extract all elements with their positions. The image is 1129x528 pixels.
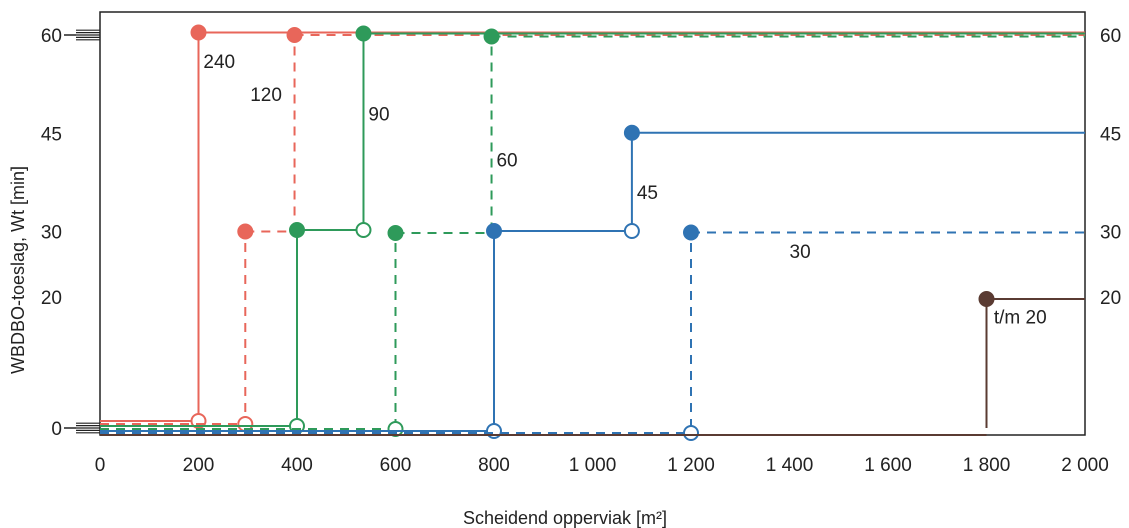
x-tick-label: 400 (281, 455, 313, 476)
y-tick-label-right: 45 (1100, 124, 1121, 145)
y-tick-label-left: 45 (41, 124, 62, 145)
data-point (286, 27, 303, 43)
series-label: 240 (203, 52, 235, 73)
data-point (237, 223, 254, 240)
data-point (623, 223, 640, 239)
series-label: 30 (790, 242, 811, 263)
data-point (623, 124, 640, 141)
x-tick-label: 1 000 (569, 455, 617, 476)
data-point (289, 222, 305, 238)
data-point (355, 222, 372, 238)
data-point (483, 28, 500, 45)
x-tick-label: 1 200 (667, 455, 715, 476)
y-tick-label-left: 60 (41, 26, 62, 47)
x-tick-label: 2 000 (1061, 455, 1109, 476)
x-tick-label: 1 600 (864, 455, 912, 476)
data-point (683, 224, 699, 241)
x-tick-label: 1 400 (766, 455, 814, 476)
x-tick-label: 1 800 (963, 455, 1011, 476)
y-tick-label-right: 60 (1100, 26, 1121, 47)
x-axis-title: Scheidend opperviak [m²] (463, 508, 667, 528)
data-point (387, 225, 404, 241)
series-label: 45 (637, 183, 658, 204)
x-tick-label: 0 (95, 455, 106, 476)
data-point (355, 25, 372, 42)
plot-frame (99, 11, 1086, 436)
y-tick-label-left: 20 (41, 288, 62, 309)
data-point (978, 291, 995, 307)
series-label: 90 (368, 105, 389, 126)
y-tick-label-left: 30 (41, 223, 62, 244)
x-tick-label: 200 (183, 455, 215, 476)
y-tick-label-right: 30 (1100, 223, 1121, 244)
series-label: 120 (250, 85, 282, 106)
y-tick-label-right: 20 (1100, 288, 1121, 309)
y-tick-label-left: 0 (51, 419, 62, 440)
x-tick-label: 600 (380, 455, 412, 476)
y-axis-title: WBDBO-toeslag, Wt [min] (8, 166, 28, 374)
series-label: t/m 20 (994, 308, 1047, 329)
data-point (486, 223, 502, 239)
data-point (683, 425, 699, 441)
series-label: 60 (496, 150, 517, 171)
x-tick-label: 800 (478, 455, 510, 476)
data-point (190, 24, 207, 41)
